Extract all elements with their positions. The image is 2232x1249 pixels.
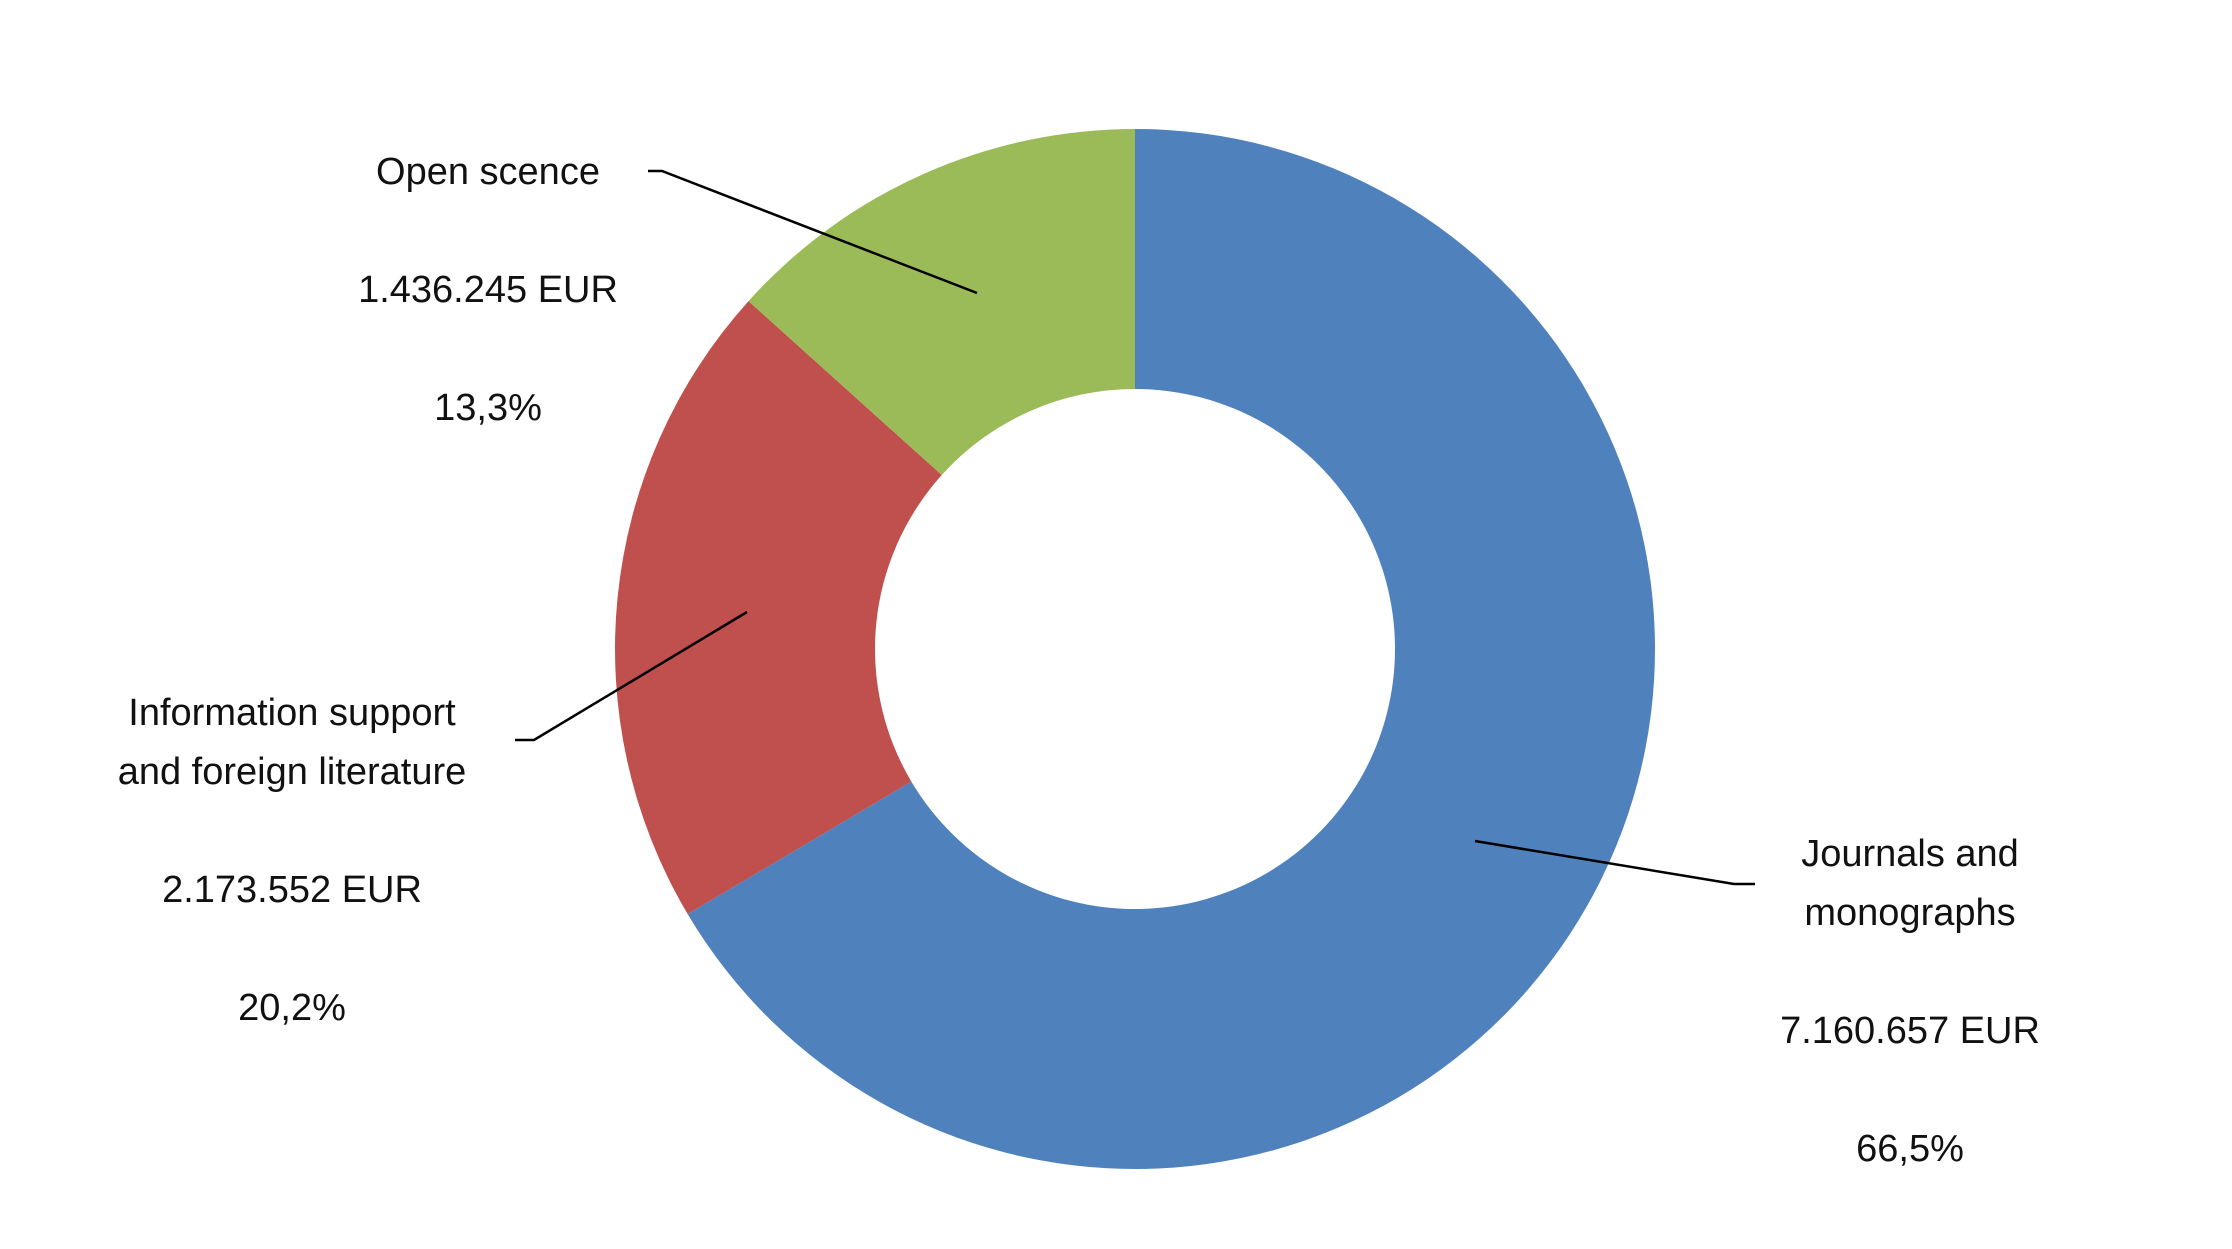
slice-label: Information support and foreign literatu… <box>0 625 592 1097</box>
leader-line <box>1474 839 1755 886</box>
slice-label: Open scence 1.436.245 EUR 13,3% <box>188 84 788 497</box>
value-label: 7.160.657 EUR <box>1780 1010 2040 1052</box>
category-label: Journals and monographs <box>1801 833 2019 934</box>
value-label: 2.173.552 EUR <box>162 869 422 911</box>
category-label: Information support and foreign literatu… <box>117 692 467 793</box>
value-label: 1.436.245 EUR <box>358 269 618 311</box>
percent-label: 13,3% <box>434 387 542 429</box>
slice <box>614 301 942 915</box>
leader-line <box>515 610 748 742</box>
slice <box>748 129 1135 476</box>
slice <box>687 129 1655 1169</box>
percent-label: 66,5% <box>1856 1128 1964 1170</box>
category-label: Open scence <box>376 151 600 193</box>
slices <box>614 129 1655 1169</box>
slice-label: Journals and monographs 7.160.657 EUR 66… <box>1610 766 2210 1238</box>
percent-label: 20,2% <box>238 987 346 1029</box>
leader-line <box>648 169 978 295</box>
